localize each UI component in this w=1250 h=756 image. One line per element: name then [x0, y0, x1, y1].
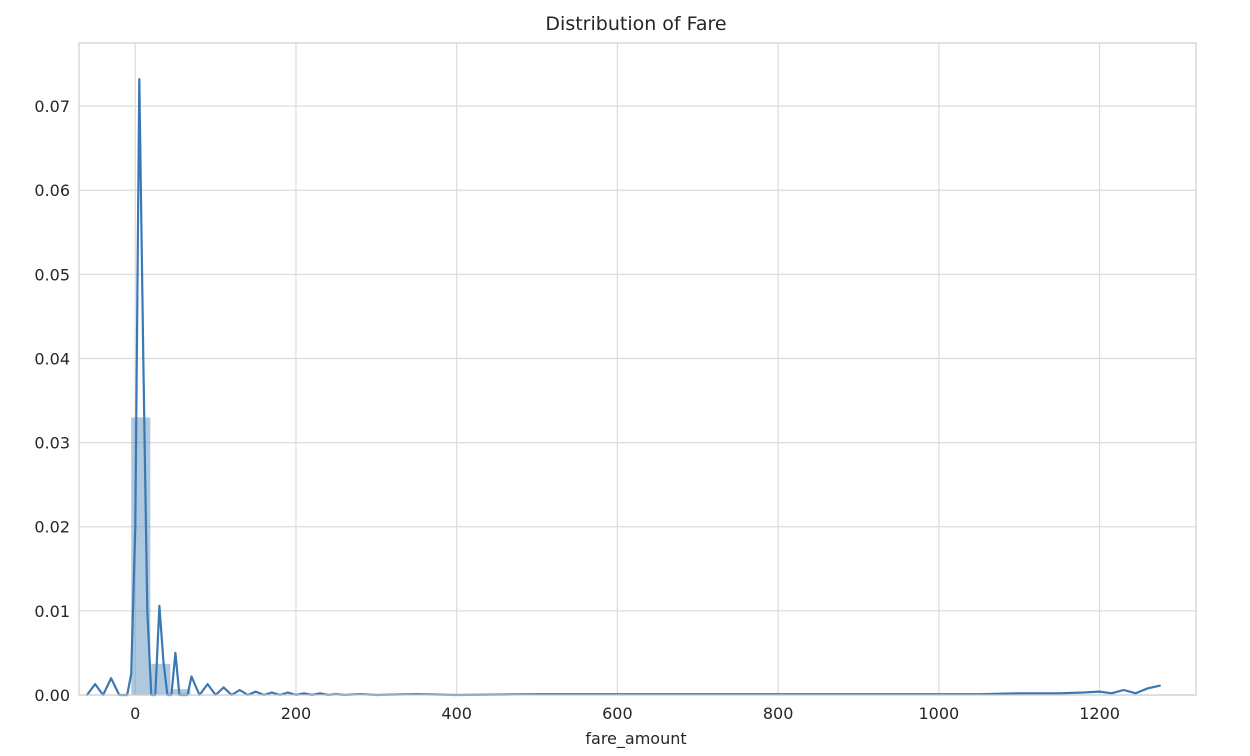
x-tick-label: 1000	[918, 704, 959, 723]
y-tick-label: 0.05	[34, 265, 70, 284]
x-tick-label: 800	[763, 704, 794, 723]
x-tick-label: 1200	[1079, 704, 1120, 723]
y-tick-label: 0.00	[34, 686, 70, 705]
x-tick-label: 600	[602, 704, 633, 723]
y-tick-label: 0.04	[34, 349, 70, 368]
x-tick-labels: 0 200 400 600 800 1000 1200	[130, 704, 1120, 723]
chart-title: Distribution of Fare	[545, 13, 726, 35]
y-tick-labels: 0.00 0.01 0.02 0.03 0.04 0.05 0.06 0.07	[34, 97, 70, 705]
x-tick-label: 200	[281, 704, 312, 723]
y-tick-label: 0.01	[34, 602, 70, 621]
histogram-bar	[171, 689, 191, 695]
y-tick-label: 0.06	[34, 181, 70, 200]
plot-area	[79, 43, 1196, 695]
x-tick-label: 400	[441, 704, 472, 723]
y-tick-label: 0.03	[34, 434, 70, 453]
plot-frame	[78, 42, 1197, 696]
x-tick-label: 0	[130, 704, 140, 723]
x-axis-title: fare_amount	[585, 729, 686, 749]
y-tick-label: 0.07	[34, 97, 70, 116]
y-tick-label: 0.02	[34, 518, 70, 537]
